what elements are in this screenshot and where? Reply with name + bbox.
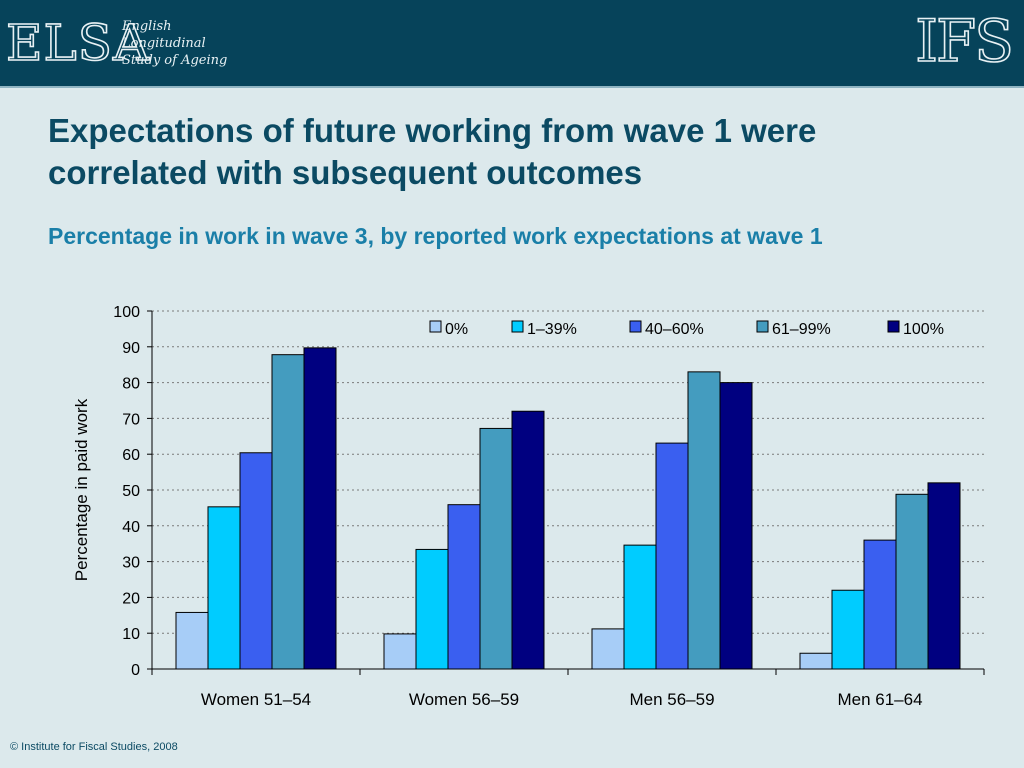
y-tick-label: 40 [122,519,140,536]
slide-subtitle: Percentage in work in wave 3, by reporte… [48,223,823,249]
bar-1-4 [511,410,545,670]
elsa-line-study: Study of Ageing [122,53,228,68]
y-tick-label: 50 [122,483,140,500]
y-tick-label: 100 [113,304,140,321]
bar-0-0 [175,611,209,670]
elsa-logo: ELSA [5,14,151,72]
y-tick-label: 70 [122,411,140,428]
y-tick-label: 30 [122,555,140,572]
legend-label: 61–99% [772,321,831,338]
bar-2-1 [623,544,657,670]
bar-0-4 [303,347,337,670]
bar-3-1 [831,589,865,670]
bar-2-3 [687,371,721,670]
header-banner: ELSA English Longitudinal Study of Agein… [0,0,1024,88]
legend-swatch [887,320,900,333]
elsa-logo-subtitle: English Longitudinal Study of Ageing [122,18,227,69]
y-tick-label: 0 [131,662,140,679]
legend-swatch [429,320,442,333]
bar-2-0 [591,628,625,670]
copyright-footer: © Institute for Fiscal Studies, 2008 [10,741,178,753]
bar-3-2 [863,539,897,670]
ifs-logo: IFS [914,7,1014,75]
y-tick-label: 60 [122,447,140,464]
bar-0-1 [207,506,241,670]
y-tick-label: 90 [122,340,140,357]
y-axis-label: Percentage in paid work [72,398,91,581]
legend-swatch [629,320,642,333]
bar-0-3 [271,354,305,670]
bar-3-3 [895,493,929,670]
legend-label: 100% [903,321,944,338]
bar-3-4 [927,482,961,670]
bar-1-1 [415,548,449,670]
legend-swatch [756,320,769,333]
x-category-label: Women 51–54 [201,690,311,709]
x-category-label: Men 61–64 [837,690,922,709]
x-category-label: Women 56–59 [409,690,519,709]
x-category-label: Men 56–59 [629,690,714,709]
elsa-line-english: English [122,19,172,34]
bar-0-2 [239,452,273,670]
legend-label: 1–39% [527,321,577,338]
bar-1-2 [447,504,481,670]
bar-2-4 [719,382,753,670]
legend-label: 0% [445,321,468,338]
y-tick-label: 80 [122,376,140,393]
legend-label: 40–60% [645,321,704,338]
bar-2-2 [655,442,689,670]
y-tick-label: 10 [122,626,140,643]
slide-title: Expectations of future working from wave… [48,112,817,191]
bar-1-0 [383,633,417,670]
y-tick-label: 20 [122,590,140,607]
bar-3-0 [799,652,833,670]
elsa-line-longitudinal: Longitudinal [122,36,206,51]
bar-1-3 [479,427,513,670]
legend-swatch [511,320,524,333]
